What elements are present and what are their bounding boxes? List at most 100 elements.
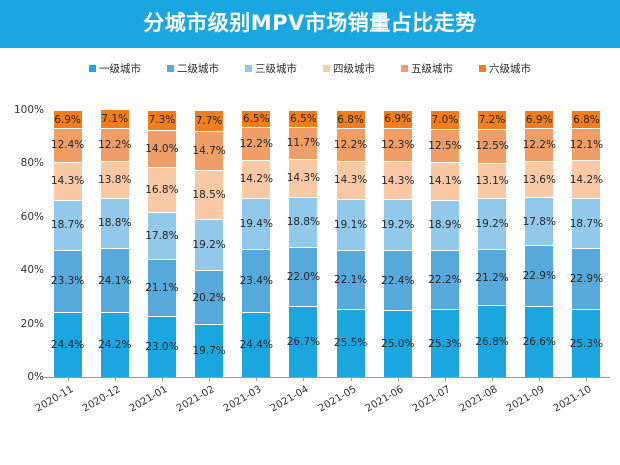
bar-segment[interactable]: 12.1% xyxy=(570,128,603,161)
bar-segment[interactable]: 14.0% xyxy=(145,129,179,167)
legend-item-label: 一级城市 xyxy=(99,62,141,75)
bar-segment[interactable]: 6.8% xyxy=(336,110,365,129)
bar-segment[interactable]: 26.6% xyxy=(523,305,556,377)
bar-segment[interactable]: 17.8% xyxy=(145,211,179,260)
bar-segment[interactable]: 14.3% xyxy=(334,160,367,199)
bar-segment[interactable]: 6.8% xyxy=(572,110,601,129)
legend-item-label: 五级城市 xyxy=(411,62,453,75)
bar-segment[interactable]: 23.0% xyxy=(145,315,179,377)
bar-column[interactable]: 23.0% 21.1% 17.8% 16.8% 14.0% 7.3% xyxy=(145,110,179,377)
bar-segment[interactable]: 24.4% xyxy=(51,311,84,377)
bar-segment-value-label: 25.5% xyxy=(333,337,368,350)
bar-segment[interactable]: 12.2% xyxy=(334,128,367,161)
x-axis-tick-label: 2021-04 xyxy=(269,384,311,415)
bar-segment[interactable]: 20.2% xyxy=(192,270,226,325)
bar-column[interactable]: 26.6% 22.9% 17.8% 13.6% 12.2% 6.9% xyxy=(522,110,556,377)
bar-segment[interactable]: 25.0% xyxy=(381,310,414,377)
bar-segment[interactable]: 26.8% xyxy=(475,305,509,377)
bar-segment[interactable]: 13.6% xyxy=(523,161,556,198)
bar-segment[interactable]: 14.3% xyxy=(287,158,320,197)
bar-segment[interactable]: 17.8% xyxy=(523,197,556,245)
bar-segment[interactable]: 12.3% xyxy=(381,128,414,161)
bar-segment[interactable]: 6.9% xyxy=(383,109,412,129)
bar-segment[interactable]: 26.7% xyxy=(287,305,320,377)
bar-segment[interactable]: 6.9% xyxy=(53,110,82,129)
bar-segment[interactable]: 24.1% xyxy=(98,248,131,313)
bar-segment[interactable]: 18.5% xyxy=(192,169,226,220)
bar-segment[interactable]: 14.7% xyxy=(192,130,226,170)
bar-segment[interactable]: 18.9% xyxy=(428,199,462,251)
bar-segment[interactable]: 23.3% xyxy=(51,249,84,312)
bar-segment[interactable]: 18.8% xyxy=(287,196,320,247)
bar-segment[interactable]: 6.5% xyxy=(242,109,271,128)
bar-segment[interactable]: 22.1% xyxy=(334,249,367,309)
bar-segment[interactable]: 7.3% xyxy=(147,110,176,130)
bar-segment[interactable]: 14.2% xyxy=(240,159,273,198)
bar-column[interactable]: 25.3% 22.2% 18.9% 14.1% 12.5% 7.0% xyxy=(428,110,462,377)
bar-column[interactable]: 26.8% 21.2% 19.2% 13.1% 12.5% 7.2% xyxy=(475,110,509,377)
title-banner: 分城市级别MPV市场销量占比走势 xyxy=(0,0,620,48)
legend-item-3[interactable]: 三级城市 xyxy=(245,61,297,76)
legend-item-2[interactable]: 二级城市 xyxy=(167,61,219,76)
bar-segment[interactable]: 12.2% xyxy=(522,128,556,161)
bar-segment-value-label: 14.1% xyxy=(428,175,462,188)
bar-segment[interactable]: 24.4% xyxy=(240,311,273,377)
bar-segment[interactable]: 19.2% xyxy=(381,199,414,251)
legend-item-4[interactable]: 四级城市 xyxy=(323,61,375,76)
bar-segment[interactable]: 19.2% xyxy=(192,219,226,271)
bar-segment[interactable]: 19.4% xyxy=(240,197,273,250)
bar-segment[interactable]: 25.5% xyxy=(333,308,368,377)
bar-segment[interactable]: 18.8% xyxy=(98,197,131,249)
bar-segment[interactable]: 12.2% xyxy=(98,128,131,161)
bar-segment-value-label: 22.4% xyxy=(381,274,415,287)
legend-item-1[interactable]: 一级城市 xyxy=(89,61,141,76)
bar-segment[interactable]: 6.5% xyxy=(289,110,318,128)
bar-segment-value-label: 14.2% xyxy=(569,173,604,186)
bar-segment[interactable]: 16.8% xyxy=(145,166,179,212)
bar-segment[interactable]: 11.7% xyxy=(287,127,320,159)
bar-segment[interactable]: 25.3% xyxy=(428,309,462,377)
bar-segment[interactable]: 22.4% xyxy=(381,250,415,311)
bar-segment[interactable]: 24.2% xyxy=(98,312,131,377)
bar-column[interactable]: 25.0% 22.4% 19.2% 14.3% 12.3% 6.9% xyxy=(381,109,415,377)
legend-item-6[interactable]: 六级城市 xyxy=(479,61,531,76)
bar-segment[interactable]: 14.1% xyxy=(428,162,462,200)
bar-segment[interactable]: 18.7% xyxy=(51,199,84,250)
bar-segment[interactable]: 19.1% xyxy=(334,198,367,250)
bar-segment[interactable]: 7.1% xyxy=(100,109,129,129)
bar-segment[interactable]: 14.2% xyxy=(569,160,604,199)
bar-segment[interactable]: 12.2% xyxy=(240,127,273,160)
bar-segment[interactable]: 21.1% xyxy=(145,259,179,316)
bar-segment[interactable]: 7.0% xyxy=(430,110,459,129)
bar-column[interactable]: 25.5% 22.1% 19.1% 14.3% 12.2% 6.8% xyxy=(333,110,368,377)
bar-column[interactable]: 26.7% 22.0% 18.8% 14.3% 11.7% 6.5% xyxy=(287,110,320,377)
bar-segment[interactable]: 12.5% xyxy=(475,129,509,163)
bar-segment[interactable]: 19.2% xyxy=(475,197,509,249)
bar-column[interactable]: 25.3% 22.9% 18.7% 14.2% 12.1% 6.8% xyxy=(569,110,604,377)
bar-segment[interactable]: 13.1% xyxy=(475,162,509,198)
bar-segment[interactable]: 22.9% xyxy=(570,248,603,310)
bar-segment[interactable]: 22.9% xyxy=(523,244,556,306)
bar-segment[interactable]: 23.4% xyxy=(240,249,273,312)
legend-item-5[interactable]: 五级城市 xyxy=(401,61,453,76)
bar-column[interactable]: 24.2% 24.1% 18.8% 13.8% 12.2% 7.1% xyxy=(98,109,131,377)
bar-segment[interactable]: 7.2% xyxy=(478,110,507,130)
bar-segment[interactable]: 22.0% xyxy=(287,246,320,306)
bar-segment-value-label: 6.5% xyxy=(290,113,317,126)
bar-segment[interactable]: 12.5% xyxy=(428,128,462,163)
bar-segment[interactable]: 19.7% xyxy=(192,324,226,377)
bar-segment[interactable]: 22.2% xyxy=(428,250,462,310)
bar-column[interactable]: 24.4% 23.4% 19.4% 14.2% 12.2% 6.5% xyxy=(240,109,273,377)
bar-column[interactable]: 24.4% 23.3% 18.7% 14.3% 12.4% 6.9% xyxy=(51,110,84,377)
bar-segment[interactable]: 14.3% xyxy=(51,161,84,200)
bar-segment[interactable]: 12.4% xyxy=(51,128,84,162)
bar-column[interactable]: 19.7% 20.2% 19.2% 18.5% 14.7% 7.7% xyxy=(192,110,226,377)
bar-segment[interactable]: 7.7% xyxy=(195,110,224,131)
bar-segment[interactable]: 14.3% xyxy=(381,161,414,200)
bar-segment[interactable]: 13.8% xyxy=(98,161,131,198)
bar-segment[interactable]: 21.2% xyxy=(475,248,509,306)
bar-segment[interactable]: 18.7% xyxy=(570,198,603,249)
bar-segment[interactable]: 25.3% xyxy=(570,309,603,377)
bar-segment[interactable]: 6.9% xyxy=(525,110,554,129)
bar-segment-value-label: 12.2% xyxy=(522,139,556,152)
